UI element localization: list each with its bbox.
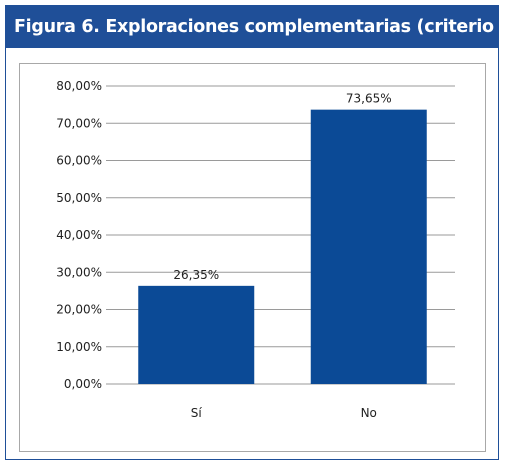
x-axis-tick-labels: Sí No <box>191 406 377 420</box>
y-tick-label: 0,00% <box>64 377 102 391</box>
bars <box>138 109 427 384</box>
y-tick-label: 10,00% <box>56 340 102 354</box>
x-tick-label: Sí <box>191 406 203 420</box>
y-tick-label: 50,00% <box>56 191 102 205</box>
y-tick-label: 40,00% <box>56 228 102 242</box>
x-tick-label: No <box>361 406 377 420</box>
y-tick-label: 80,00% <box>56 79 102 93</box>
y-tick-label: 20,00% <box>56 303 102 317</box>
bar-0 <box>138 285 255 384</box>
y-tick-label: 30,00% <box>56 265 102 279</box>
y-axis-tick-labels: 0,00% 10,00% 20,00% 30,00% 40,00% 50,00% 60,00… <box>56 79 102 391</box>
bar-1 <box>310 109 427 384</box>
data-labels: 26,35% 73,65% <box>173 92 391 282</box>
data-label: 26,35% <box>173 268 219 282</box>
data-label: 73,65% <box>346 92 392 106</box>
y-tick-label: 60,00% <box>56 154 102 168</box>
y-tick-label: 70,00% <box>56 116 102 130</box>
figure-title: Figura 6. Exploraciones complementarias … <box>6 6 507 48</box>
